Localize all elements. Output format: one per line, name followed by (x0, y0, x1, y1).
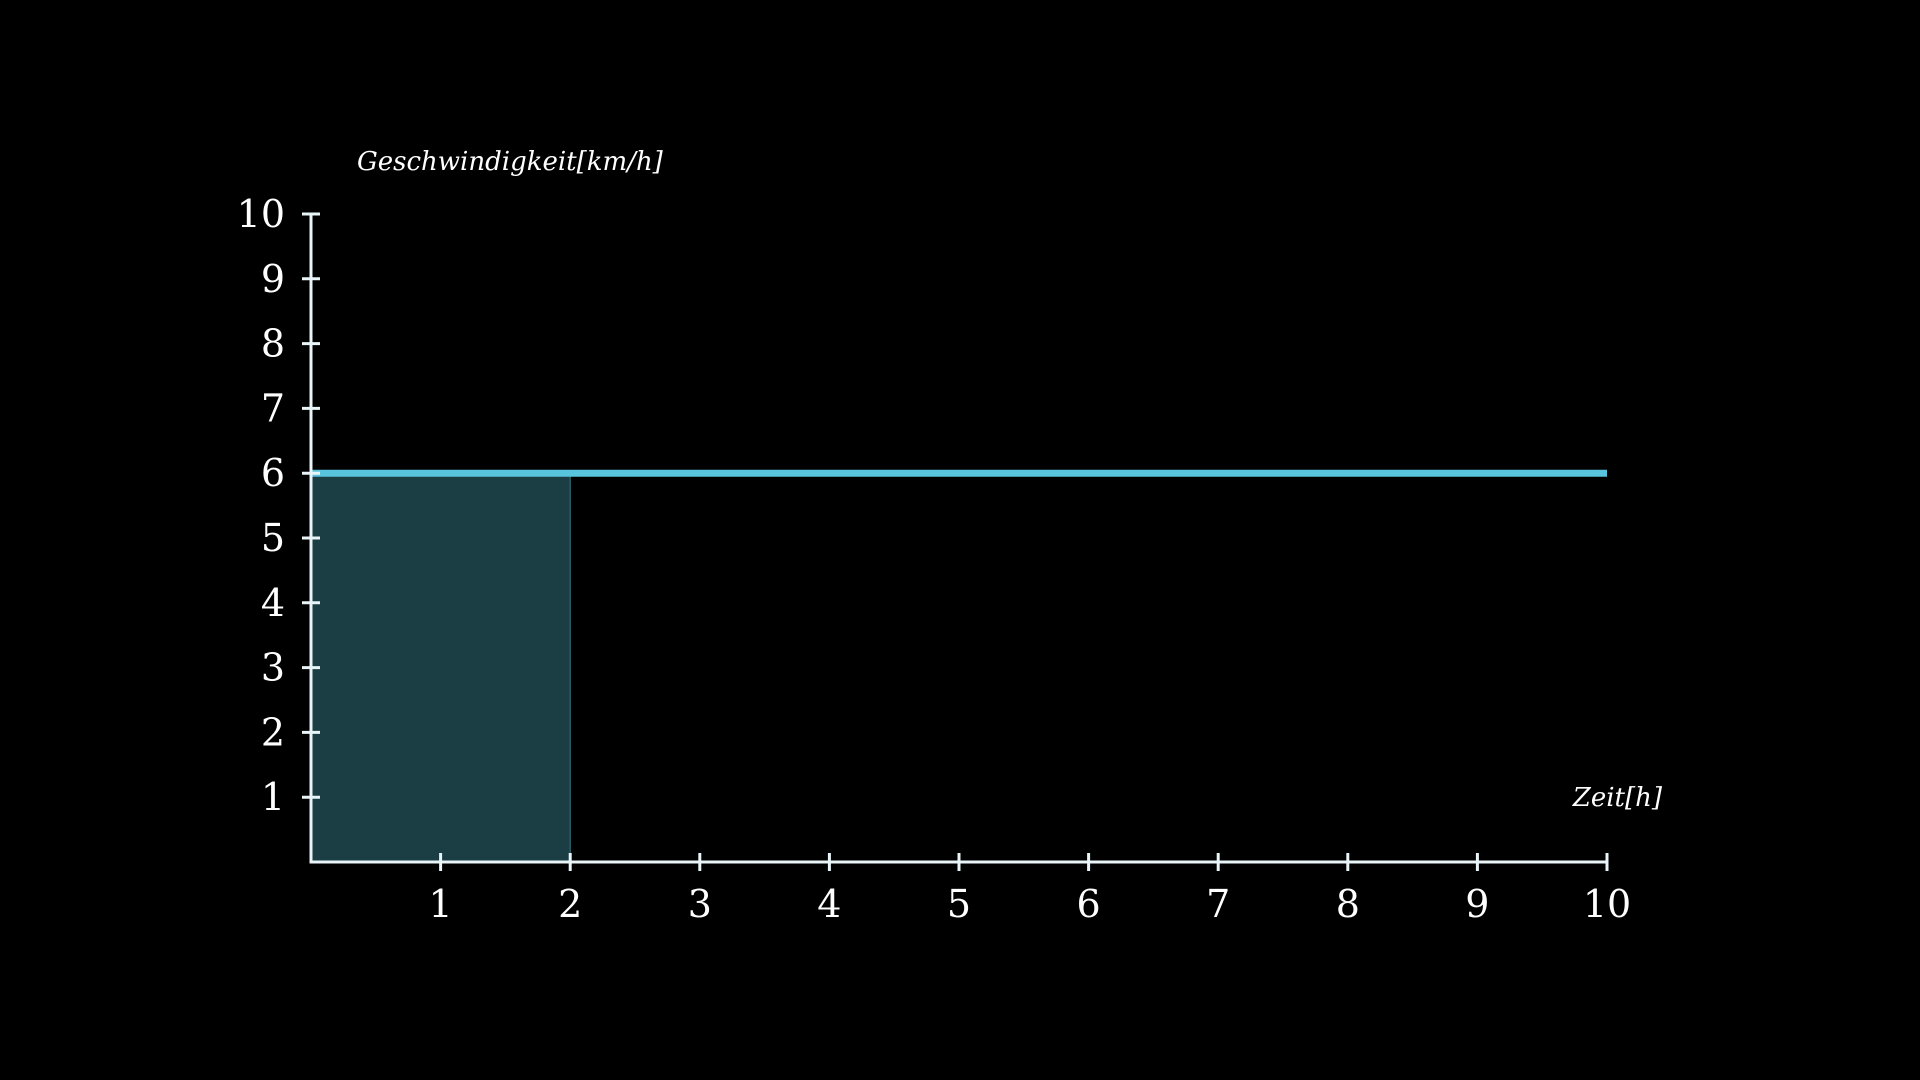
y-tick-label-5: 5 (261, 516, 285, 560)
y-tick-label-8: 8 (261, 322, 285, 366)
x-tick-label-5: 5 (947, 882, 971, 926)
x-tick-label-7: 7 (1206, 882, 1230, 926)
x-tick-label-6: 6 (1077, 882, 1101, 926)
y-tick-label-2: 2 (261, 710, 285, 754)
y-axis-label: Geschwindigkeit[km/h] (357, 147, 664, 177)
x-axis-label: Zeit[h] (1572, 783, 1663, 813)
x-tick-label-2: 2 (558, 882, 582, 926)
x-tick-label-8: 8 (1336, 882, 1360, 926)
y-tick-label-4: 4 (261, 581, 285, 625)
y-tick-label-9: 9 (261, 257, 285, 301)
x-tick-label-10: 10 (1583, 882, 1631, 926)
shaded-area (311, 473, 571, 862)
x-tick-label-1: 1 (429, 882, 453, 926)
y-tick-label-1: 1 (261, 775, 285, 819)
area-layer (311, 473, 571, 862)
x-tick-label-4: 4 (817, 882, 841, 926)
y-tick-label-7: 7 (261, 386, 285, 430)
y-tick-label-10: 10 (237, 192, 285, 236)
x-tick-label-3: 3 (688, 882, 712, 926)
x-tick-label-9: 9 (1465, 882, 1489, 926)
y-tick-label-6: 6 (261, 451, 285, 495)
y-tick-label-3: 3 (261, 646, 285, 690)
tick-layer: 1 2 3 4 5 6 7 8 9 10 1 2 3 4 5 6 7 8 9 10 (237, 192, 1632, 926)
